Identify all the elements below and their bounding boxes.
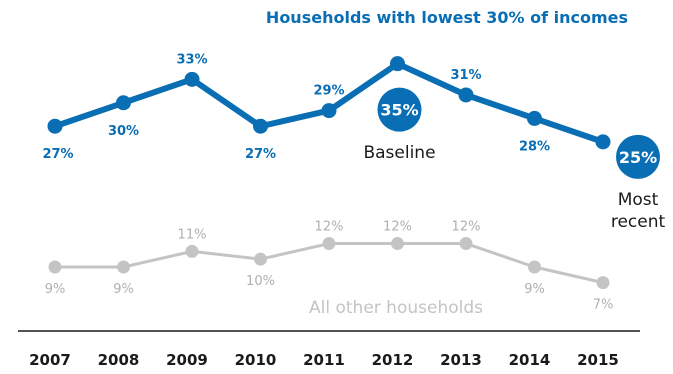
data-point-lowest-30 [253, 118, 268, 134]
data-point-all-other [528, 260, 541, 274]
baseline-annotation: Baseline [363, 143, 435, 163]
series-label-all-other: All other households [309, 298, 483, 318]
most-recent-annotation-line1: Most [618, 190, 659, 210]
most-recent-bubble [616, 134, 660, 179]
data-label-lowest-30: 29% [313, 84, 344, 99]
data-label-all-other: 12% [452, 220, 481, 235]
data-point-lowest-30 [321, 103, 337, 119]
data-label-all-other: 7% [593, 298, 614, 313]
data-point-all-other [48, 260, 62, 274]
data-label-lowest-30: 28% [519, 139, 550, 154]
data-point-all-other [117, 260, 130, 274]
data-label-lowest-30: 30% [108, 124, 139, 139]
data-label-all-other: 11% [178, 227, 207, 242]
x-tick-label: 2011 [303, 351, 345, 369]
data-label-lowest-30: 27% [245, 147, 276, 162]
data-point-lowest-30 [116, 95, 131, 111]
data-point-lowest-30 [458, 87, 474, 103]
data-point-lowest-30 [47, 118, 63, 134]
x-tick-label: 2010 [235, 351, 277, 369]
data-label-lowest-30: 27% [42, 147, 73, 162]
x-tick-label: 2007 [29, 351, 71, 369]
data-point-all-other [459, 237, 473, 251]
data-point-all-other [391, 237, 404, 251]
data-point-lowest-30 [595, 134, 611, 150]
x-tick-label: 2012 [372, 351, 414, 369]
data-point-lowest-30 [527, 110, 542, 126]
data-point-lowest-30 [184, 71, 200, 87]
series-label-lowest-30: Households with lowest 30% of incomes [266, 8, 628, 27]
baseline-value-label: 35% [380, 101, 418, 120]
data-point-all-other [254, 252, 267, 266]
x-tick-label: 2013 [440, 351, 482, 369]
most-recent-value-label: 25% [619, 148, 657, 167]
data-label-lowest-30: 31% [450, 68, 481, 83]
data-label-all-other: 12% [383, 220, 412, 235]
baseline-bubble [377, 87, 422, 132]
data-label-all-other: 9% [45, 282, 66, 297]
data-label-all-other: 12% [315, 220, 344, 235]
data-point-all-other [185, 244, 199, 258]
data-point-all-other [596, 276, 610, 290]
data-point-lowest-30 [390, 56, 405, 72]
most-recent-annotation-line2: recent [611, 212, 666, 232]
series-labels: Households with lowest 30% of incomes All… [266, 8, 628, 318]
data-label-all-other: 9% [113, 282, 134, 297]
series-all-other: 9% 9% 11% 10% 12% 12% 12% 9% 7% [45, 220, 614, 313]
x-tick-label: 2008 [98, 351, 140, 369]
x-tick-label: 2015 [577, 351, 619, 369]
data-label-lowest-30: 33% [176, 52, 207, 67]
series-lowest-30: 27% 30% 33% 27% 29% 31% 28% 35% Baseline 25% Mostr… [42, 52, 665, 232]
data-point-all-other [322, 237, 336, 251]
x-axis-ticks: 2007 2008 2009 2010 2011 2012 2013 2014 2015 [29, 351, 619, 369]
x-tick-label: 2014 [509, 351, 551, 369]
data-label-all-other: 9% [524, 282, 545, 297]
data-label-all-other: 10% [246, 274, 275, 289]
x-tick-label: 2009 [166, 351, 208, 369]
